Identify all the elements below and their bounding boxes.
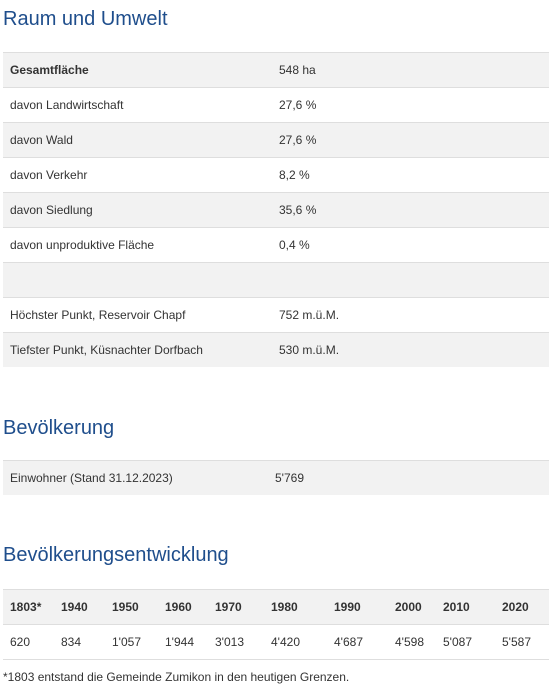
table-row: davon Landwirtschaft 27,6 %	[3, 87, 549, 123]
row-label	[3, 262, 272, 298]
row-label: davon Wald	[3, 122, 272, 158]
population-value: 620	[3, 624, 54, 660]
population-value: 5'587	[495, 624, 549, 660]
entwicklung-table: 1803* 1940 1950 1960 1970 1980 1990 2000…	[3, 589, 549, 660]
year-header: 1940	[54, 589, 105, 625]
row-value: 0,4 %	[272, 227, 549, 263]
table-row: 620 834 1'057 1'944 3'013 4'420 4'687 4'…	[3, 624, 549, 660]
table-row: Höchster Punkt, Reservoir Chapf 752 m.ü.…	[3, 297, 549, 333]
year-header: 1990	[327, 589, 388, 625]
section-title-entwicklung: Bevölkerungsentwicklung	[3, 544, 229, 566]
row-value: 27,6 %	[272, 87, 549, 123]
table-row: Einwohner (Stand 31.12.2023) 5'769	[3, 460, 549, 495]
table-row: Gesamtfläche 548 ha	[3, 52, 549, 88]
population-value: 4'687	[327, 624, 388, 660]
row-label: Gesamtfläche	[3, 52, 272, 88]
year-header: 1950	[105, 589, 158, 625]
year-header: 2020	[495, 589, 549, 625]
year-header: 1803*	[3, 589, 54, 625]
row-value: 27,6 %	[272, 122, 549, 158]
header-row: 1803* 1940 1950 1960 1970 1980 1990 2000…	[3, 589, 549, 625]
section-title-bevoelkerung: Bevölkerung	[3, 417, 115, 439]
table-row: Tiefster Punkt, Küsnachter Dorfbach 530 …	[3, 332, 549, 367]
row-label: davon Verkehr	[3, 157, 272, 193]
table-row	[3, 262, 549, 298]
year-header: 2000	[388, 589, 436, 625]
row-label: davon Siedlung	[3, 192, 272, 228]
year-header: 1980	[264, 589, 327, 625]
population-value: 5'087	[436, 624, 495, 660]
row-value: 35,6 %	[272, 192, 549, 228]
row-value: 8,2 %	[272, 157, 549, 193]
row-value: 5'769	[268, 460, 549, 495]
section-title-raum: Raum und Umwelt	[3, 8, 168, 30]
table-row: davon Verkehr 8,2 %	[3, 157, 549, 193]
year-header: 2010	[436, 589, 495, 625]
population-value: 1'944	[158, 624, 208, 660]
population-value: 4'420	[264, 624, 327, 660]
row-value: 752 m.ü.M.	[272, 297, 549, 333]
footnote: *1803 entstand die Gemeinde Zumikon in d…	[3, 670, 350, 684]
table-row: davon Siedlung 35,6 %	[3, 192, 549, 228]
year-header: 1960	[158, 589, 208, 625]
row-label: Tiefster Punkt, Küsnachter Dorfbach	[3, 332, 272, 367]
row-label: davon unproduktive Fläche	[3, 227, 272, 263]
row-label: Einwohner (Stand 31.12.2023)	[3, 460, 268, 495]
year-header: 1970	[208, 589, 264, 625]
raum-table: Gesamtfläche 548 ha davon Landwirtschaft…	[3, 52, 549, 367]
row-value	[272, 262, 549, 298]
table-row: davon unproduktive Fläche 0,4 %	[3, 227, 549, 263]
row-label: davon Landwirtschaft	[3, 87, 272, 123]
population-value: 834	[54, 624, 105, 660]
population-value: 1'057	[105, 624, 158, 660]
bevoelkerung-table: Einwohner (Stand 31.12.2023) 5'769	[3, 460, 549, 495]
row-value: 530 m.ü.M.	[272, 332, 549, 367]
population-value: 4'598	[388, 624, 436, 660]
row-label: Höchster Punkt, Reservoir Chapf	[3, 297, 272, 333]
table-row: davon Wald 27,6 %	[3, 122, 549, 158]
population-value: 3'013	[208, 624, 264, 660]
row-value: 548 ha	[272, 52, 549, 88]
